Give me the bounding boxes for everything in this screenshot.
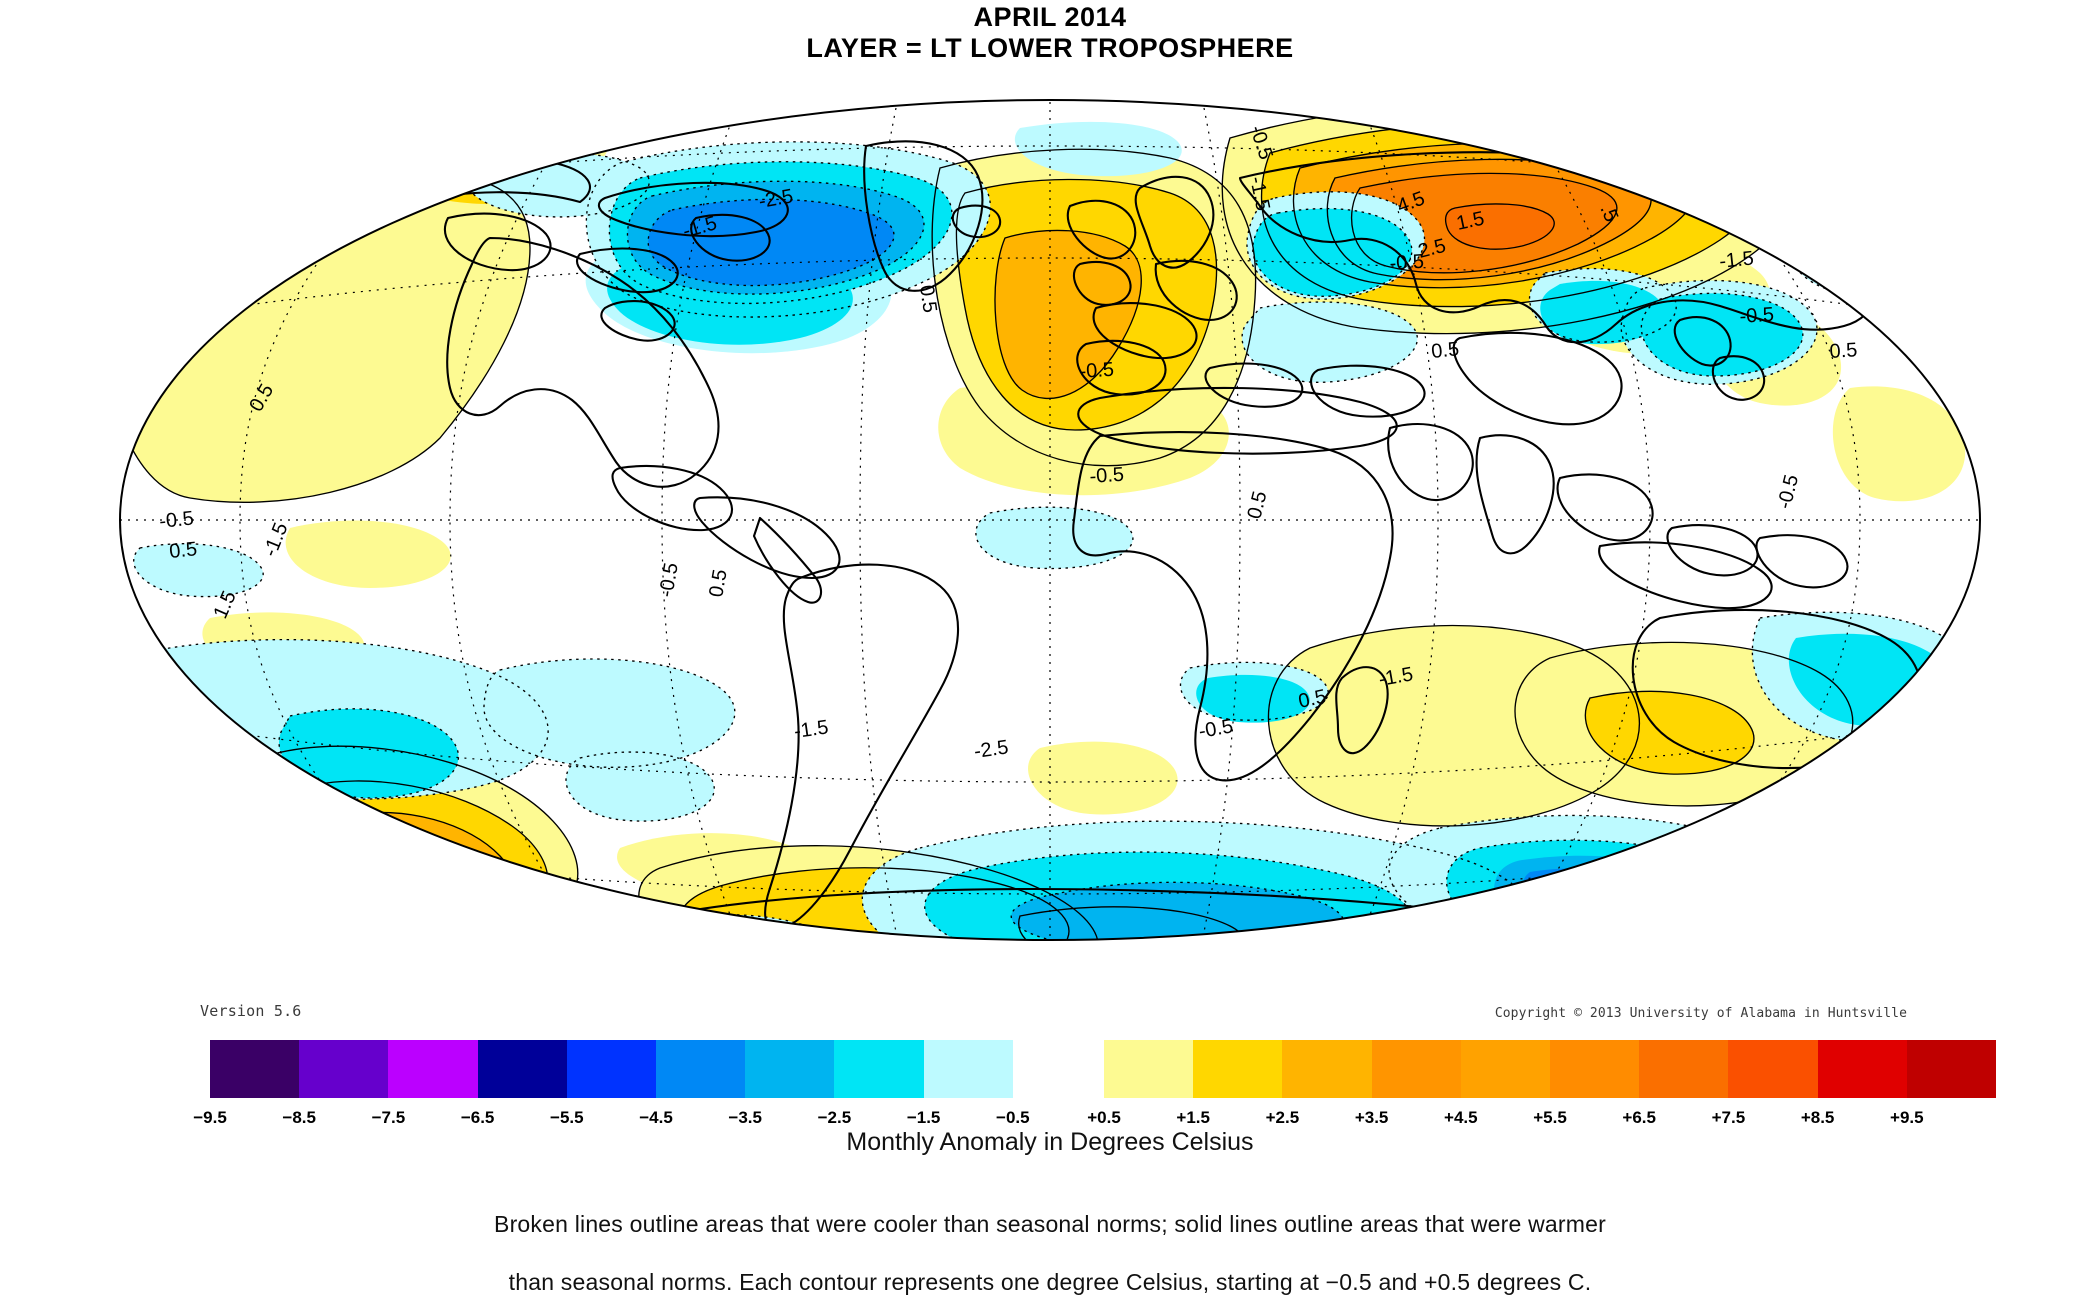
colorbar-swatch-pos-4[interactable] — [1460, 1040, 1550, 1098]
colorbar-tick-−5.5: −5.5 — [550, 1108, 584, 1127]
colorbar-swatch-pos-6[interactable] — [1639, 1040, 1729, 1098]
contour-label: 0.5 — [705, 568, 731, 599]
version-label: Version 5.6 — [200, 1002, 302, 1020]
contour-label: 0.5 — [915, 284, 941, 315]
copyright-label: Copyright © 2013 University of Alabama i… — [1494, 1006, 1907, 1021]
colorbar-tick-+0.5: +0.5 — [1087, 1108, 1121, 1127]
colorbar-tick-+7.5: +7.5 — [1711, 1108, 1746, 1127]
colorbar-tick-−2.5: −2.5 — [817, 1108, 852, 1127]
colorbar-swatch-neg-5[interactable] — [655, 1040, 746, 1098]
colorbar-swatch-neg-0[interactable] — [210, 1040, 300, 1098]
colorbar-tick-−1.5: −1.5 — [906, 1108, 941, 1127]
contour-label: -1.5 — [793, 716, 830, 743]
footnote: Broken lines outline areas that were coo… — [0, 1195, 2100, 1311]
contour-label: 0.5 — [1430, 338, 1460, 363]
colorbar-tick-labels: −9.5 −8.5 −7.5 −6.5 −5.5 −4.5 −3.5 −2.5 −1.5 −0.5… — [0, 1108, 2100, 1138]
colorbar-tick-+6.5: +6.5 — [1622, 1108, 1656, 1127]
globe-outline — [119, 99, 1981, 941]
contour-label: 2.5 — [1266, 58, 1298, 81]
colorbar-tick-+1.5: +1.5 — [1176, 1108, 1210, 1127]
colorbar-tick-−0.5: −0.5 — [996, 1108, 1030, 1127]
colorbar-swatch-pos-3[interactable] — [1371, 1040, 1461, 1098]
colorbar-tick-+9.5: +9.5 — [1890, 1108, 1924, 1127]
colorbar-swatch-neg-1[interactable] — [299, 1040, 389, 1098]
title-line-layer: LAYER = LT LOWER TROPOSPHERE — [806, 33, 1294, 63]
colorbar-tick-−6.5: −6.5 — [460, 1108, 495, 1127]
colorbar-tick-+2.5: +2.5 — [1265, 1108, 1300, 1127]
title-line-month: APRIL 2014 — [973, 2, 1127, 32]
colorbar-tick-−4.5: −4.5 — [639, 1108, 673, 1127]
contour-label: 2.5 — [717, 58, 748, 84]
colorbar-tick-+3.5: +3.5 — [1354, 1108, 1389, 1127]
colorbar-tick-−9.5: −9.5 — [193, 1108, 227, 1127]
colorbar-swatch-neg-8[interactable] — [923, 1040, 1013, 1098]
colorbar-caption: Monthly Anomaly in Degrees Celsius — [846, 1128, 1254, 1156]
contour-label: 0.5 — [1829, 339, 1858, 363]
contour-label: -1.5 — [1718, 247, 1755, 272]
page-title: APRIL 2014 LAYER = LT LOWER TROPOSPHERE — [0, 2, 2100, 64]
colorbar-swatch-pos-5[interactable] — [1549, 1040, 1640, 1098]
colorbar-swatch-pos-0[interactable] — [1104, 1040, 1194, 1098]
colorbar-swatch-neg-2[interactable] — [388, 1040, 478, 1098]
anomaly-map[interactable]: 2.5 1.5 0.5 2.5 -0.5 -1.5 4.5 2.5 1.5 .5… — [60, 58, 2040, 998]
colorbar-swatch-neg-4[interactable] — [566, 1040, 656, 1098]
contour-label: -0.5 — [1389, 251, 1425, 275]
contour-label: 0.5 — [226, 206, 257, 240]
colorbar-tick-−7.5: −7.5 — [371, 1108, 406, 1127]
colorbar-tick-+8.5: +8.5 — [1800, 1108, 1835, 1127]
colorbar-tick-−3.5: −3.5 — [728, 1108, 762, 1127]
contour-label: -0.5 — [158, 507, 195, 532]
contour-label: -0.5 — [1739, 304, 1775, 328]
colorbar-swatch-neg-6[interactable] — [745, 1040, 835, 1098]
colorbar-swatch-neg-7[interactable] — [834, 1040, 924, 1098]
colorbar-negative[interactable] — [210, 1040, 1013, 1098]
contour-label: 0.5 — [919, 63, 949, 88]
colorbar-tick-+4.5: +4.5 — [1444, 1108, 1478, 1127]
contour-label: 1.5 — [770, 59, 801, 85]
footnote-line-2: than seasonal norms. Each contour repres… — [508, 1269, 1592, 1295]
contour-label: -0.5 — [1079, 359, 1115, 383]
contour-label: 0.5 — [168, 538, 198, 563]
colorbar-swatch-pos-9[interactable] — [1906, 1040, 1996, 1098]
warm-5p5-fill — [1445, 203, 1555, 250]
contour-label: -2.5 — [973, 736, 1010, 763]
colorbar-swatch-pos-7[interactable] — [1728, 1040, 1818, 1098]
colorbar-swatch-pos-1[interactable] — [1193, 1040, 1283, 1098]
colorbar-positive[interactable] — [1104, 1040, 1996, 1098]
footnote-line-1: Broken lines outline areas that were coo… — [494, 1211, 1606, 1237]
colorbar-tick-−8.5: −8.5 — [282, 1108, 316, 1127]
colorbar-tick-+5.5: +5.5 — [1533, 1108, 1567, 1127]
map-svg: 2.5 1.5 0.5 2.5 -0.5 -1.5 4.5 2.5 1.5 .5… — [119, 58, 1981, 941]
colorbar-swatch-pos-8[interactable] — [1817, 1040, 1907, 1098]
colorbar-swatch-pos-2[interactable] — [1282, 1040, 1372, 1098]
colorbar[interactable]: −9.5 −8.5 −7.5 −6.5 −5.5 −4.5 −3.5 −2.5 −1.5 −0.5… — [0, 1040, 2100, 1160]
map-contour-layer: 2.5 1.5 0.5 2.5 -0.5 -1.5 4.5 2.5 1.5 .5… — [120, 58, 1980, 940]
colorbar-swatch-neg-3[interactable] — [477, 1040, 567, 1098]
contour-label: -0.5 — [1089, 464, 1125, 488]
